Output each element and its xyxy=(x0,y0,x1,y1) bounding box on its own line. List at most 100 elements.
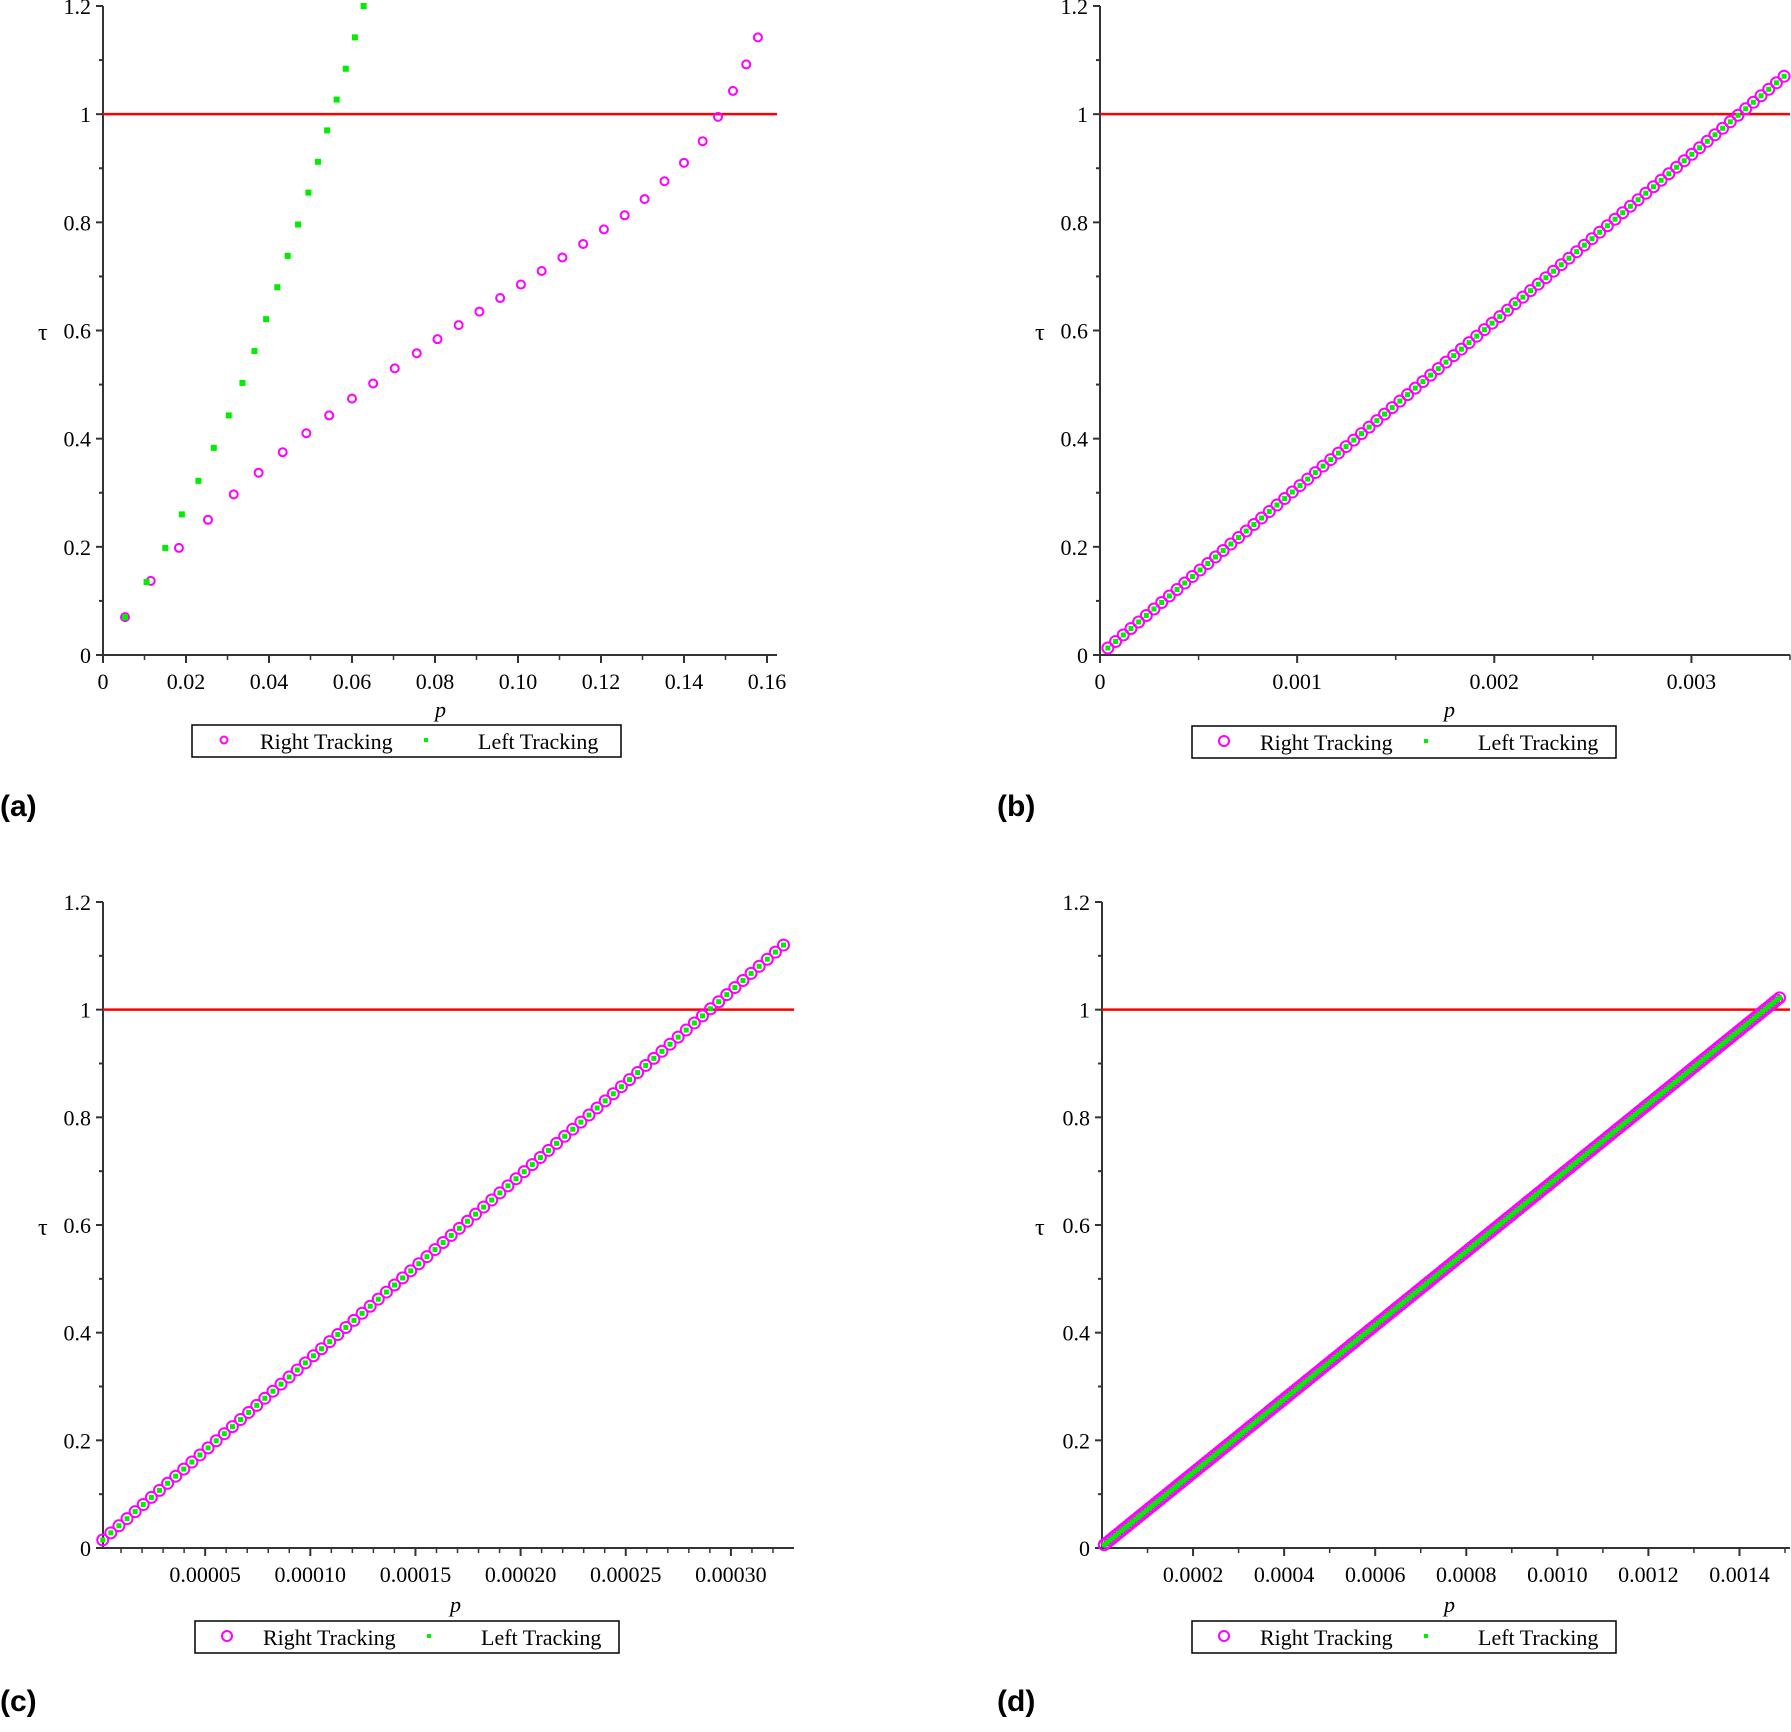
x-tick-label: 0.001 xyxy=(1272,669,1322,694)
y-tick-label: 0.4 xyxy=(1061,427,1089,452)
x-tick-label: 0.06 xyxy=(333,669,372,694)
legend-circle-icon xyxy=(1218,1630,1230,1642)
y-tick-label: 0.6 xyxy=(64,1213,92,1238)
y-tick-label: 0.4 xyxy=(1063,1321,1091,1346)
legend-square-icon xyxy=(1424,1634,1428,1638)
y-axis-label: τ xyxy=(38,1215,48,1241)
y-tick-label: 1 xyxy=(1077,102,1088,127)
x-tick-label: 0.12 xyxy=(582,669,621,694)
x-axis-label: p xyxy=(1442,697,1455,722)
panel-label-b: (b) xyxy=(997,790,1036,823)
y-tick-label: 0.8 xyxy=(1061,210,1089,235)
x-tick-label: 0.04 xyxy=(250,669,289,694)
x-tick-label: 0.0004 xyxy=(1254,1562,1315,1587)
x-tick-label: 0.0002 xyxy=(1163,1562,1224,1587)
series-right-tracking xyxy=(96,938,790,1547)
legend-circle-icon xyxy=(1218,735,1230,747)
y-tick-label: 0.8 xyxy=(64,210,92,235)
y-tick-label: 0 xyxy=(80,1536,91,1561)
series-left-tracking xyxy=(121,3,367,621)
x-tick-label: 0.0008 xyxy=(1436,1562,1497,1587)
x-tick-label: 0 xyxy=(98,669,109,694)
legend-circle-icon xyxy=(221,1630,233,1642)
legend: Right Tracking Left Tracking xyxy=(194,1620,620,1654)
chart-panel-c: 0 0.2 0.4 0.6 0.8 1 1.2 0.00005 0.00010 0.00015 0.… xyxy=(38,890,794,1654)
x-tick-label: 0.0012 xyxy=(1618,1562,1679,1587)
x-tick-label: 0.08 xyxy=(416,669,455,694)
legend-label-left: Left Tracking xyxy=(1478,1625,1598,1650)
legend-square-icon xyxy=(424,738,428,742)
legend-label-left: Left Tracking xyxy=(481,1625,601,1650)
y-tick-label: 0 xyxy=(80,643,91,668)
x-tick-label: 0.0010 xyxy=(1527,1562,1588,1587)
y-axis-label: τ xyxy=(1035,1215,1045,1241)
x-tick-label: 0.00020 xyxy=(485,1562,557,1587)
chart-panel-a: 0 0.2 0.4 0.6 0.8 1 1.2 0 0.02 0.04 0.06 0.08 0.10 0.… xyxy=(38,0,787,758)
series-right-tracking xyxy=(1101,69,1791,655)
panel-label-a: (a) xyxy=(0,790,37,823)
legend-label-right: Right Tracking xyxy=(263,1625,396,1650)
y-tick-label: 1 xyxy=(80,998,91,1023)
legend-label-left: Left Tracking xyxy=(478,729,598,754)
x-axis-label: p xyxy=(433,697,446,722)
x-tick-label: 0.14 xyxy=(665,669,704,694)
x-tick-label: 0.16 xyxy=(748,669,787,694)
series-left-tracking xyxy=(1101,995,1783,1548)
x-tick-label: 0.0006 xyxy=(1345,1562,1406,1587)
legend-label-right: Right Tracking xyxy=(1260,730,1393,755)
y-tick-label: 1.2 xyxy=(1063,890,1091,915)
legend-label-left: Left Tracking xyxy=(1478,730,1598,755)
chart-panel-d: 0 0.2 0.4 0.6 0.8 1 1.2 0.0002 0.0004 0.0006 0.000… xyxy=(1035,890,1790,1654)
legend-label-right: Right Tracking xyxy=(260,729,393,754)
y-tick-label: 0.6 xyxy=(64,319,92,344)
series-left-tracking xyxy=(100,942,786,1543)
legend-square-icon xyxy=(1424,739,1428,743)
x-tick-label: 0.00015 xyxy=(380,1562,452,1587)
y-tick-label: 0 xyxy=(1077,643,1088,668)
series-left-tracking xyxy=(1105,73,1787,651)
y-axis-label: τ xyxy=(38,320,48,346)
y-tick-label: 0.8 xyxy=(64,1105,92,1130)
y-tick-label: 0.2 xyxy=(64,1428,92,1453)
x-tick-label: 0.00030 xyxy=(695,1562,767,1587)
legend-circle-icon xyxy=(219,735,229,745)
y-axis-label: τ xyxy=(1035,320,1045,346)
y-tick-label: 0.2 xyxy=(64,535,92,560)
series-right-tracking xyxy=(119,32,763,623)
y-tick-label: 1.2 xyxy=(64,890,92,915)
series-right-tracking xyxy=(1097,991,1787,1552)
panel-label-d: (d) xyxy=(997,1685,1036,1718)
legend-label-right: Right Tracking xyxy=(1260,1625,1393,1650)
y-tick-label: 1 xyxy=(80,102,91,127)
x-tick-label: 0.00025 xyxy=(590,1562,662,1587)
y-tick-label: 1.2 xyxy=(64,0,92,19)
y-tick-label: 0.4 xyxy=(64,1321,92,1346)
x-axis-label: p xyxy=(1442,1592,1455,1617)
y-tick-label: 0.6 xyxy=(1063,1213,1091,1238)
x-tick-label: 0 xyxy=(1095,669,1106,694)
panel-label-c: (c) xyxy=(0,1685,37,1718)
y-tick-label: 0.2 xyxy=(1061,535,1089,560)
y-tick-label: 0.6 xyxy=(1061,319,1089,344)
x-tick-label: 0.003 xyxy=(1667,669,1717,694)
x-tick-label: 0.0014 xyxy=(1709,1562,1770,1587)
y-tick-label: 0.4 xyxy=(64,427,92,452)
x-tick-label: 0.00005 xyxy=(169,1562,241,1587)
x-tick-label: 0.10 xyxy=(499,669,538,694)
x-tick-label: 0.00010 xyxy=(275,1562,347,1587)
y-tick-label: 0.2 xyxy=(1063,1428,1091,1453)
x-axis-label: p xyxy=(448,1592,461,1617)
legend-square-icon xyxy=(427,1634,431,1638)
y-tick-label: 1 xyxy=(1079,998,1090,1023)
x-tick-label: 0.02 xyxy=(167,669,206,694)
legend: Right Tracking Left Tracking xyxy=(1191,725,1617,759)
y-tick-label: 0 xyxy=(1079,1536,1090,1561)
y-tick-label: 0.8 xyxy=(1063,1105,1091,1130)
x-tick-label: 0.002 xyxy=(1470,669,1520,694)
legend: Right Tracking Left Tracking xyxy=(191,724,622,758)
y-tick-label: 1.2 xyxy=(1061,0,1089,19)
chart-panel-b: 0 0.2 0.4 0.6 0.8 1 1.2 0 0.001 0.002 0.003 τ p Right… xyxy=(1035,0,1791,759)
legend: Right Tracking Left Tracking xyxy=(1191,1620,1617,1654)
